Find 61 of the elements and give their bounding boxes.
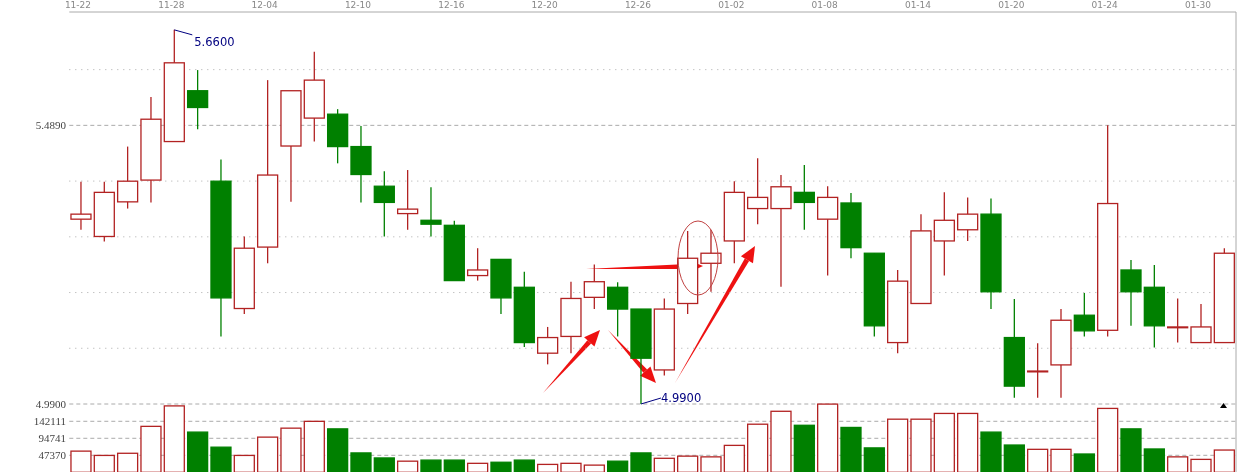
bar [1003,444,1025,472]
x-tick-label: 12-20 [531,0,558,10]
x-tick-label: 12-16 [438,0,465,10]
x-tick-label: 01-14 [904,0,932,10]
x-tick-label: 11-28 [158,0,185,10]
candlestick [793,164,815,231]
candlestick [1120,259,1142,327]
candlestick [467,247,489,282]
x-tick-label: 01-08 [811,0,838,10]
bar [210,446,232,472]
bar [793,424,815,472]
x-tick-label: 12-26 [624,0,652,10]
x-tick-label: 12-10 [344,0,372,10]
y-tick-label: 94741 [38,432,66,445]
candlestick [420,186,442,238]
y-tick-label: 47370 [38,449,67,462]
bar [1120,428,1142,472]
bar [373,457,395,472]
bar [1073,453,1095,472]
x-tick-label: 01-30 [1184,0,1212,10]
candlestick [373,170,395,238]
candlestick [770,174,792,288]
bar [490,461,512,472]
bar [186,431,209,472]
bar [350,452,372,472]
x-tick-label: 11-22 [64,0,92,10]
candlestick [957,196,979,242]
x-tick-label: 01-20 [998,0,1025,10]
y-tick-label: 142111 [33,415,66,428]
bar [863,447,885,472]
candlestick [933,191,955,277]
bar [1143,448,1165,472]
bar [630,452,652,472]
y-tick-label: 5.4890 [35,119,67,132]
candlestick [116,145,139,210]
candlestick [1167,297,1189,344]
bar [840,426,862,472]
y-tick-label: 4.9900 [35,397,67,410]
x-tick-label: 01-24 [1091,0,1119,10]
bar [420,459,442,472]
annotation: 5.6600 [194,34,235,49]
candlestick [1190,303,1212,344]
bar [513,459,535,472]
bar [443,459,465,472]
x-tick-label: 01-02 [718,0,745,10]
candlestick [1027,342,1049,399]
bar [607,460,629,472]
annotation: 4.9900 [660,391,702,405]
bar [326,428,349,472]
candlestick [396,169,419,231]
x-tick-label: 12-04 [251,0,278,10]
candlestick [1073,292,1095,338]
candlestick [700,229,722,293]
candlestick [537,326,559,365]
candlestick [583,263,605,310]
candlestick [817,185,839,277]
candlestick [186,69,209,130]
bar [980,431,1002,472]
candlestick [70,181,92,231]
candlestick [607,281,629,338]
candlestick [747,157,769,225]
